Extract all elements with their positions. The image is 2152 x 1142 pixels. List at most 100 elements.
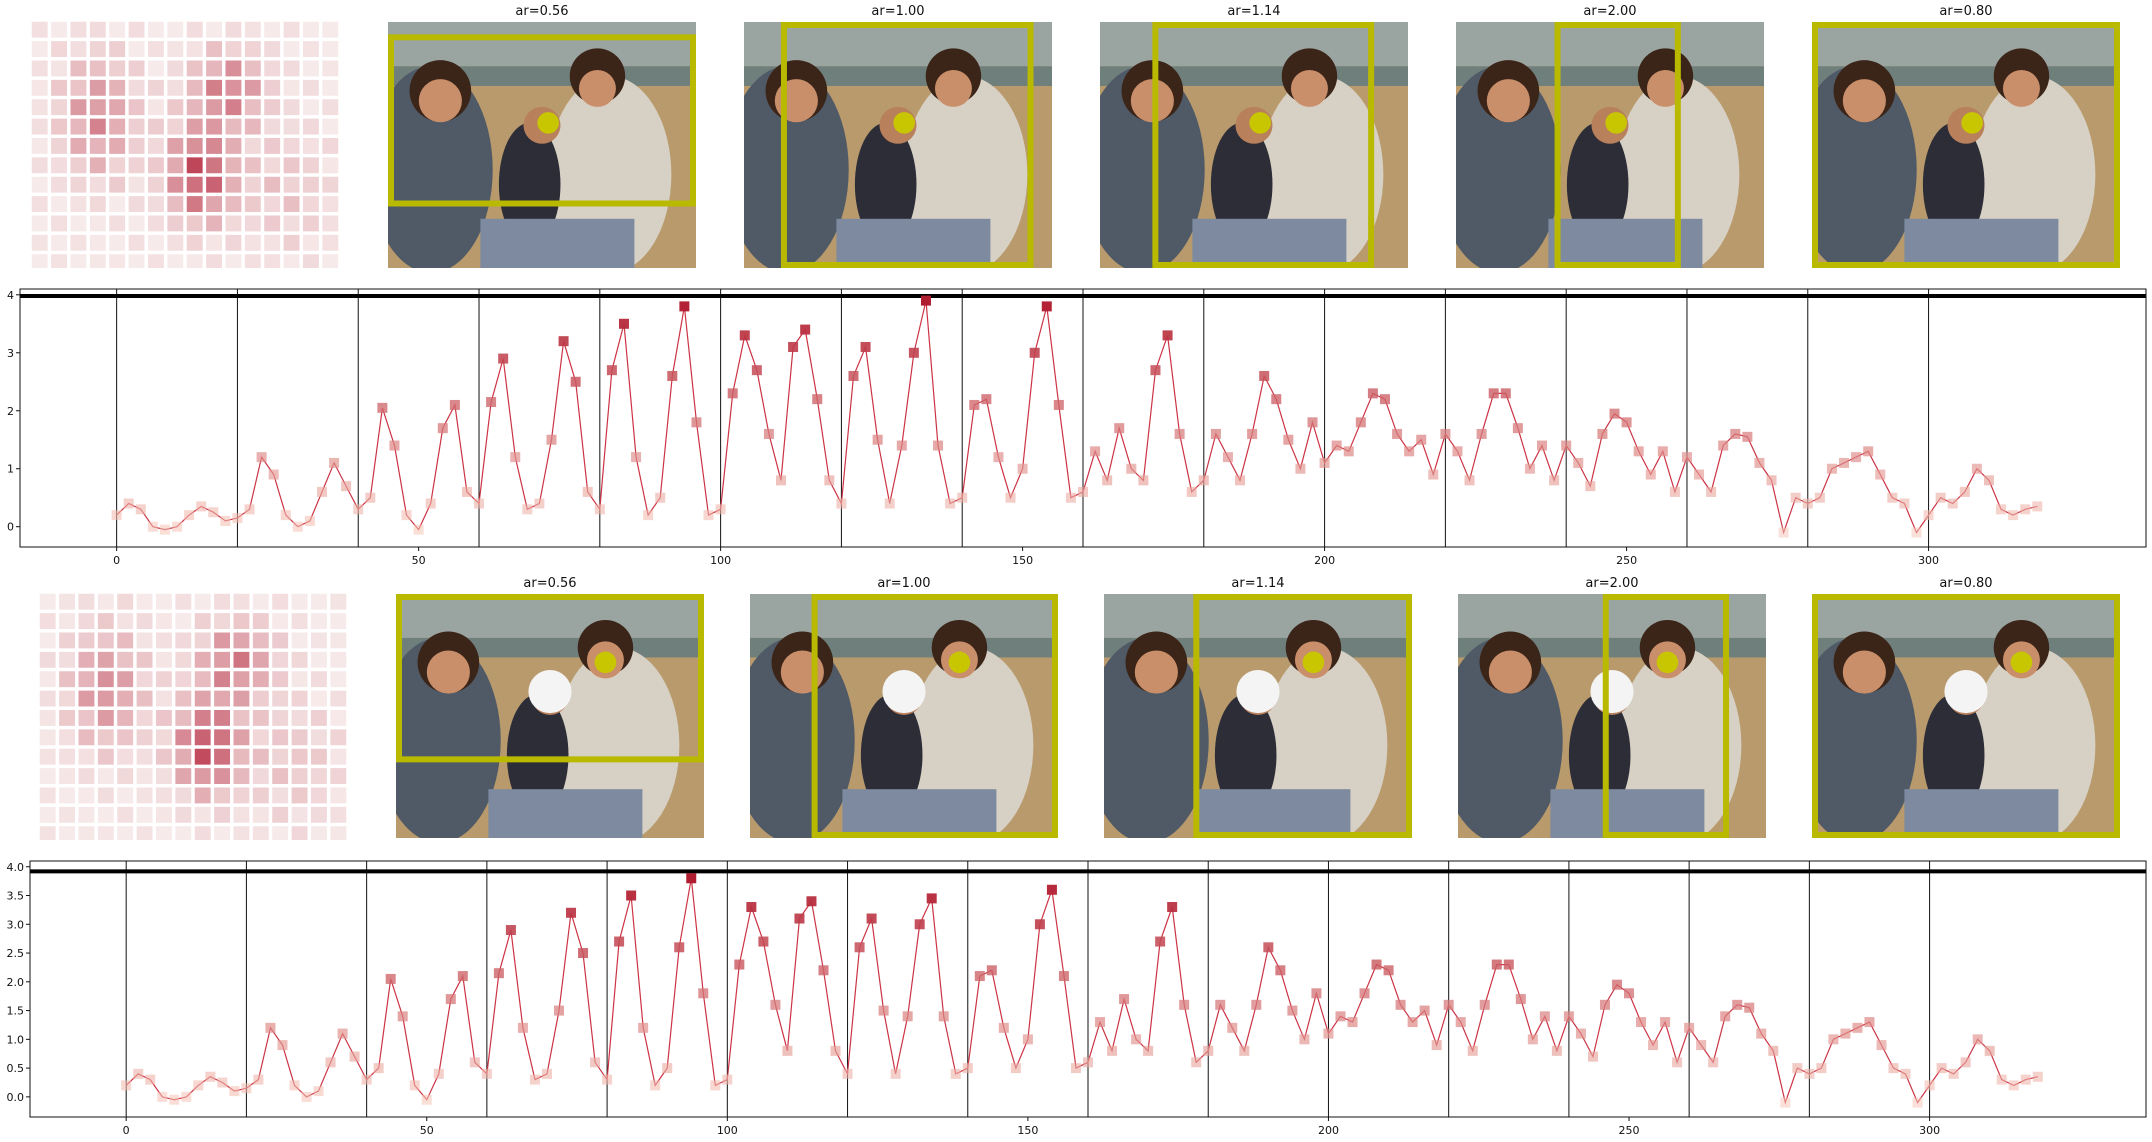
score-marker bbox=[469, 1057, 480, 1068]
score-marker bbox=[800, 324, 811, 335]
bottom-score-chart: 0.0 0.5 1.0 1.5 2.0 2.5 3.0 3.5 4.0 0 50 100 150 200 2… bbox=[7, 860, 2147, 1137]
heatmap-cell bbox=[186, 21, 203, 38]
person-left-face bbox=[1842, 79, 1886, 123]
focus-dot bbox=[948, 651, 971, 674]
heatmap-cell bbox=[128, 60, 145, 77]
heatmap-cell bbox=[59, 632, 76, 649]
crop-ar-label: ar=2.00 bbox=[1585, 576, 1639, 591]
y-tick-label: 4 bbox=[7, 289, 14, 302]
score-marker bbox=[1923, 510, 1934, 521]
score-marker bbox=[546, 434, 557, 445]
score-marker bbox=[896, 440, 907, 451]
heatmap-cell bbox=[109, 234, 126, 251]
score-marker bbox=[1198, 475, 1209, 486]
heatmap-cell bbox=[155, 826, 172, 840]
score-marker bbox=[1754, 457, 1765, 468]
photo-sky bbox=[750, 594, 1058, 638]
crop-box bbox=[811, 594, 1058, 838]
child-body bbox=[854, 122, 917, 246]
score-marker bbox=[1780, 1097, 1791, 1108]
score-marker bbox=[486, 397, 497, 408]
heatmap-cell bbox=[31, 176, 48, 193]
heatmap-cell bbox=[264, 99, 281, 116]
heatmap-cell bbox=[70, 137, 87, 154]
heatmap-cell bbox=[194, 806, 211, 823]
jeans bbox=[1904, 218, 2059, 268]
heatmap-cell bbox=[136, 709, 153, 726]
crop-ar-label: ar=0.80 bbox=[1939, 576, 1993, 591]
x-tick-label: 200 bbox=[1318, 1124, 1339, 1137]
heatmap-cell bbox=[310, 593, 327, 610]
heatmap-cell bbox=[302, 196, 319, 213]
y-tick-label: 0.0 bbox=[7, 1091, 25, 1104]
y-tick-label: 2 bbox=[7, 405, 14, 418]
score-marker bbox=[111, 510, 122, 521]
score-marker bbox=[1708, 1057, 1719, 1068]
score-marker bbox=[1222, 452, 1233, 463]
score-marker bbox=[1972, 1034, 1983, 1045]
focus-dot bbox=[1961, 112, 1983, 134]
score-marker bbox=[1852, 1022, 1863, 1033]
score-marker bbox=[304, 515, 315, 526]
heatmap-cell bbox=[322, 99, 339, 116]
heatmap-cell bbox=[194, 768, 211, 785]
focus-dot bbox=[1249, 112, 1271, 134]
heatmap-cell bbox=[225, 60, 242, 77]
heatmap-cell bbox=[31, 254, 48, 268]
x-tick-label: 250 bbox=[1616, 554, 1637, 567]
heatmap-cell bbox=[128, 196, 145, 213]
child-body bbox=[1922, 694, 1985, 817]
heatmap-cell bbox=[310, 826, 327, 840]
score-marker bbox=[1636, 1017, 1647, 1028]
person-left-body bbox=[1456, 66, 1561, 268]
heatmap-cell bbox=[167, 215, 184, 232]
person-left-body bbox=[744, 66, 849, 268]
top-crop-4: ar=0.80 bbox=[1812, 4, 2120, 268]
heatmap-cell bbox=[39, 729, 56, 746]
heatmap-cell bbox=[128, 137, 145, 154]
score-marker bbox=[1251, 999, 1262, 1010]
focus-dot bbox=[1302, 651, 1325, 674]
score-marker bbox=[1464, 475, 1475, 486]
score-marker bbox=[413, 524, 424, 535]
heatmap-cell bbox=[310, 787, 327, 804]
score-marker bbox=[1070, 1063, 1081, 1074]
y-tick-label: 2.5 bbox=[7, 947, 25, 960]
score-marker bbox=[1983, 475, 1994, 486]
heatmap-cell bbox=[186, 254, 203, 268]
bottom-crop-1: ar=1.00 bbox=[750, 576, 1058, 838]
heatmap-cell bbox=[155, 768, 172, 785]
score-marker bbox=[437, 423, 448, 434]
score-marker bbox=[1162, 330, 1173, 341]
score-marker bbox=[433, 1068, 444, 1079]
heatmap-cell bbox=[175, 651, 192, 668]
photo-sky bbox=[1812, 594, 2120, 638]
top-crop-0: ar=0.56 bbox=[388, 4, 696, 268]
heatmap-cell bbox=[233, 613, 250, 630]
focus-dot bbox=[893, 112, 915, 134]
heatmap-cell bbox=[194, 690, 211, 707]
heatmap-cell bbox=[233, 690, 250, 707]
heatmap-cell bbox=[89, 79, 106, 96]
heatmap-cell bbox=[31, 157, 48, 174]
heatmap-cell bbox=[109, 196, 126, 213]
score-marker bbox=[558, 336, 569, 347]
heatmap-cell bbox=[186, 118, 203, 135]
score-marker bbox=[1500, 388, 1511, 399]
heatmap-cell bbox=[302, 157, 319, 174]
score-marker bbox=[193, 1080, 204, 1091]
heatmap-cell bbox=[291, 787, 308, 804]
x-tick-label: 50 bbox=[412, 554, 426, 567]
heatmap-cell bbox=[264, 215, 281, 232]
score-marker bbox=[1840, 1028, 1851, 1039]
heatmap-cell bbox=[117, 709, 134, 726]
y-tick-label: 2.0 bbox=[7, 976, 25, 989]
child-body bbox=[1922, 122, 1985, 246]
score-marker bbox=[1046, 884, 1057, 895]
score-marker bbox=[220, 515, 231, 526]
heatmap-cell bbox=[31, 41, 48, 58]
heatmap-cell bbox=[167, 99, 184, 116]
heatmap-cell bbox=[233, 806, 250, 823]
masked-region bbox=[1944, 670, 1988, 714]
score-marker bbox=[1395, 999, 1406, 1010]
